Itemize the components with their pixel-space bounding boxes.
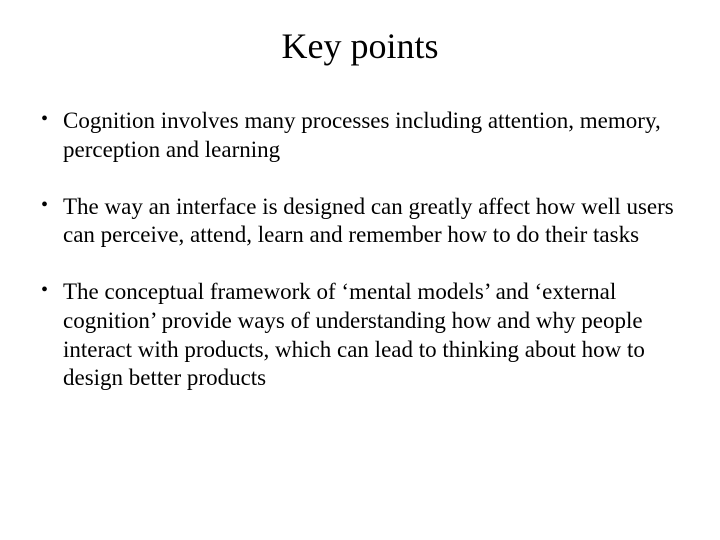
bullet-item: The conceptual framework of ‘mental mode… (35, 278, 685, 393)
bullet-item: Cognition involves many processes includ… (35, 107, 685, 165)
slide-title: Key points (35, 25, 685, 67)
bullet-list: Cognition involves many processes includ… (35, 107, 685, 393)
bullet-item: The way an interface is designed can gre… (35, 193, 685, 251)
